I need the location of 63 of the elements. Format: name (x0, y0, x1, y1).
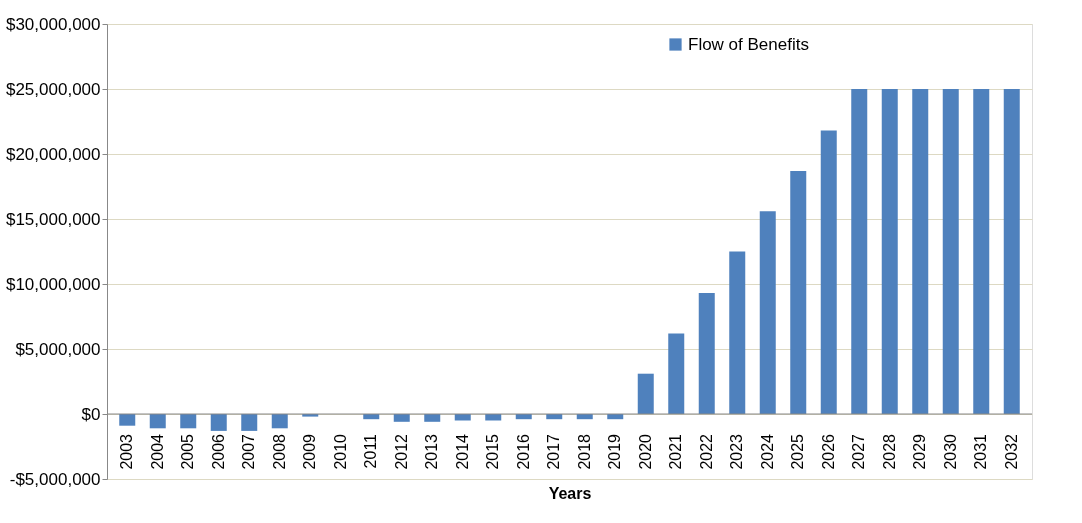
bar (393, 414, 410, 422)
x-tick-label: 2007 (240, 433, 258, 470)
bar (454, 414, 471, 421)
bar (881, 89, 898, 414)
x-tick-label: 2027 (850, 433, 868, 470)
bar (637, 373, 654, 414)
bar (851, 89, 868, 414)
x-tick-label: 2005 (179, 433, 197, 470)
bar (119, 414, 136, 426)
bar (759, 211, 776, 414)
bar (271, 414, 288, 429)
x-tick-label: 2020 (636, 433, 654, 470)
x-tick-label: 2025 (789, 433, 807, 470)
bar (973, 89, 990, 414)
y-tick-label: $25,000,000 (5, 79, 101, 99)
bar (241, 414, 258, 431)
x-tick-label: 2015 (484, 433, 502, 470)
x-tick-label: 2006 (209, 433, 227, 470)
x-tick-label: 2030 (941, 433, 959, 470)
bar (149, 414, 166, 429)
bar (1003, 89, 1020, 414)
y-tick-label: $20,000,000 (5, 144, 101, 164)
bar (820, 130, 837, 414)
bar (485, 414, 502, 421)
x-tick-label: 2021 (667, 433, 685, 470)
y-tick-label: -$5,000,000 (9, 469, 101, 489)
x-tick-label: 2026 (819, 433, 837, 470)
y-tick-label: $15,000,000 (5, 209, 101, 229)
x-tick-label: 2028 (880, 433, 898, 470)
x-tick-label: 2029 (911, 433, 929, 470)
x-tick-label: 2024 (758, 433, 776, 470)
x-tick-label: 2011 (362, 433, 380, 469)
x-tick-label: 2014 (453, 433, 471, 470)
y-tick-label: $0 (81, 404, 101, 424)
y-tick-label: $30,000,000 (5, 14, 101, 34)
x-tick-label: 2013 (423, 433, 441, 470)
x-axis-title: Years (548, 484, 592, 502)
x-tick-label: 2018 (575, 433, 593, 470)
x-tick-label: 2023 (728, 433, 746, 470)
y-tick-label: $10,000,000 (5, 274, 101, 294)
x-tick-label: 2022 (697, 433, 715, 470)
y-tick-label: $5,000,000 (15, 339, 101, 359)
x-tick-label: 2017 (545, 433, 563, 470)
bar (210, 414, 227, 431)
bar (424, 414, 441, 422)
x-tick-label: 2008 (270, 433, 288, 470)
x-tick-label: 2031 (972, 433, 990, 470)
bar (942, 89, 959, 414)
x-tick-label: 2032 (1002, 433, 1020, 470)
bar (790, 170, 807, 414)
bar (180, 414, 197, 429)
x-tick-label: 2010 (331, 433, 349, 470)
bar (729, 251, 746, 414)
bar (698, 293, 715, 414)
x-tick-label: 2004 (148, 433, 166, 470)
bar (668, 333, 685, 414)
x-tick-label: 2003 (118, 433, 136, 470)
bar (912, 89, 929, 414)
legend-label: Flow of Benefits (688, 34, 809, 54)
x-tick-label: 2012 (392, 433, 410, 470)
x-tick-label: 2009 (301, 433, 319, 470)
x-tick-label: 2019 (606, 433, 624, 470)
x-tick-label: 2016 (514, 433, 532, 470)
